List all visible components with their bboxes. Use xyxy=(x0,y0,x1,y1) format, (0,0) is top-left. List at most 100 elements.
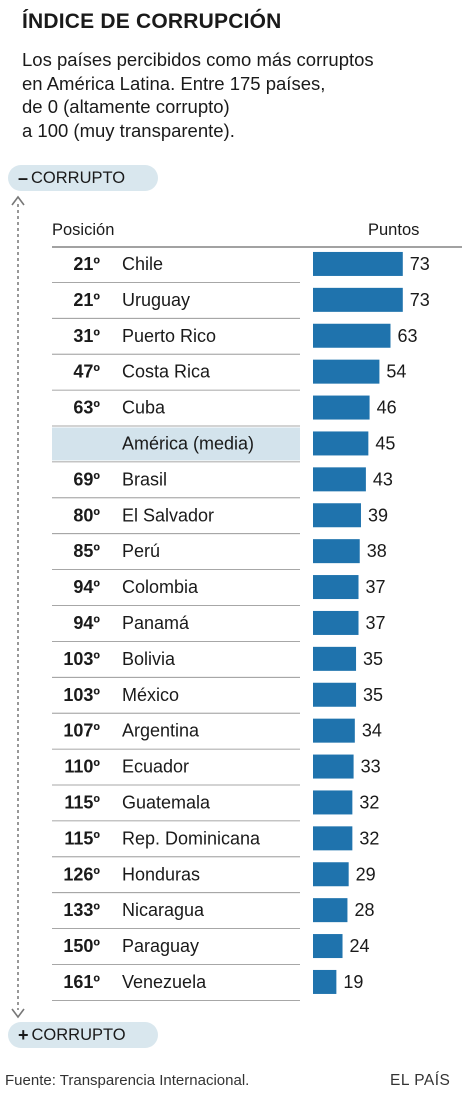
value-label: 32 xyxy=(359,828,379,848)
bar xyxy=(313,826,353,851)
country-label: Nicaragua xyxy=(122,900,205,920)
value-label: 37 xyxy=(366,613,386,633)
bar xyxy=(313,323,391,348)
value-label: 19 xyxy=(343,972,363,992)
bar xyxy=(313,862,349,887)
rank-label: 126º xyxy=(63,864,100,884)
rank-label: 150º xyxy=(63,936,100,956)
source-note: Fuente: Transparencia Internacional. xyxy=(5,1072,250,1089)
points-column-header: Puntos xyxy=(368,221,420,239)
bar xyxy=(313,610,359,635)
bar xyxy=(313,646,357,671)
bar xyxy=(313,431,369,456)
chart-subtitle: Los países percibidos como más corruptos… xyxy=(22,48,462,142)
rank-label: 161º xyxy=(63,972,100,992)
bar xyxy=(313,359,380,384)
bar xyxy=(313,790,353,815)
arrow-up-icon xyxy=(11,195,25,206)
country-label: Colombia xyxy=(122,577,199,597)
rank-label: 85º xyxy=(73,541,100,561)
country-label: Paraguay xyxy=(122,936,199,956)
bar xyxy=(313,251,403,276)
bar xyxy=(313,969,337,994)
more-corrupt-text: CORRUPTO xyxy=(31,1025,126,1044)
rank-label: 103º xyxy=(63,685,100,705)
rank-label: 133º xyxy=(63,900,100,920)
minus-icon: – xyxy=(18,167,29,188)
bar xyxy=(313,754,354,779)
country-label: Uruguay xyxy=(122,290,190,310)
value-label: 43 xyxy=(373,469,393,489)
less-corrupt-text: CORRUPTO xyxy=(31,168,126,187)
country-label: Perú xyxy=(122,541,160,561)
more-corrupt-label: + CORRUPTO xyxy=(8,1022,158,1048)
country-label: Brasil xyxy=(122,469,167,489)
value-label: 54 xyxy=(386,362,406,382)
rank-label: 115º xyxy=(64,828,100,848)
value-label: 73 xyxy=(410,290,430,310)
subtitle-line: en América Latina. Entre 175 países, xyxy=(22,72,326,94)
value-label: 38 xyxy=(367,541,387,561)
country-label: Puerto Rico xyxy=(122,326,216,346)
rank-label: 94º xyxy=(73,577,100,597)
value-label: 73 xyxy=(410,254,430,274)
plus-icon: + xyxy=(18,1024,29,1045)
bar xyxy=(313,575,359,600)
country-label: Panamá xyxy=(122,613,190,633)
bar xyxy=(313,898,348,923)
country-label: Venezuela xyxy=(122,972,207,992)
country-label: El Salvador xyxy=(122,505,214,525)
rank-label: 47º xyxy=(73,362,100,382)
bar xyxy=(313,934,343,959)
country-label: México xyxy=(122,685,179,705)
rank-label: 69º xyxy=(73,469,100,489)
value-label: 32 xyxy=(359,792,379,812)
value-label: 45 xyxy=(375,433,395,453)
average-row-highlight xyxy=(52,427,300,461)
rank-label: 63º xyxy=(73,398,100,418)
value-label: 24 xyxy=(350,936,370,956)
country-label: Ecuador xyxy=(122,757,189,777)
country-label: Cuba xyxy=(122,398,166,418)
value-label: 37 xyxy=(366,577,386,597)
chart-title: ÍNDICE DE CORRUPCIÓN xyxy=(22,10,282,33)
value-label: 46 xyxy=(377,398,397,418)
value-label: 33 xyxy=(361,757,381,777)
position-column-header: Posición xyxy=(52,221,115,239)
rank-label: 94º xyxy=(73,613,100,633)
country-label: Bolivia xyxy=(122,649,176,669)
value-label: 34 xyxy=(362,721,382,741)
rank-label: 80º xyxy=(73,505,100,525)
rank-label: 31º xyxy=(73,326,100,346)
value-label: 28 xyxy=(354,900,374,920)
country-label: América (media) xyxy=(122,433,254,453)
rank-label: 107º xyxy=(63,721,100,741)
country-label: Guatemala xyxy=(122,792,211,812)
value-label: 29 xyxy=(356,864,376,884)
bar xyxy=(313,718,355,743)
country-label: Rep. Dominicana xyxy=(122,828,261,848)
bar xyxy=(313,287,403,312)
country-label: Costa Rica xyxy=(122,362,211,382)
rank-label: 103º xyxy=(63,649,100,669)
subtitle-line: de 0 (altamente corrupto) xyxy=(22,96,230,117)
value-label: 63 xyxy=(397,326,417,346)
rank-label: 21º xyxy=(73,254,100,274)
subtitle-line: Los países percibidos como más corruptos xyxy=(22,49,374,70)
value-label: 35 xyxy=(363,685,383,705)
rank-label: 115º xyxy=(64,792,100,812)
publisher-logo: EL PAÍS xyxy=(390,1072,451,1089)
bar xyxy=(313,682,357,707)
subtitle-line: a 100 (muy transparente). xyxy=(22,119,235,141)
bar xyxy=(313,395,370,420)
rank-label: 110º xyxy=(64,757,100,777)
arrow-down-icon xyxy=(11,1008,25,1019)
bar xyxy=(313,467,366,492)
less-corrupt-label: – CORRUPTO xyxy=(8,165,158,191)
bar xyxy=(313,503,361,528)
country-label: Chile xyxy=(122,254,163,274)
country-label: Honduras xyxy=(122,864,200,884)
bar xyxy=(313,539,360,564)
scale-arrow xyxy=(11,195,25,1019)
